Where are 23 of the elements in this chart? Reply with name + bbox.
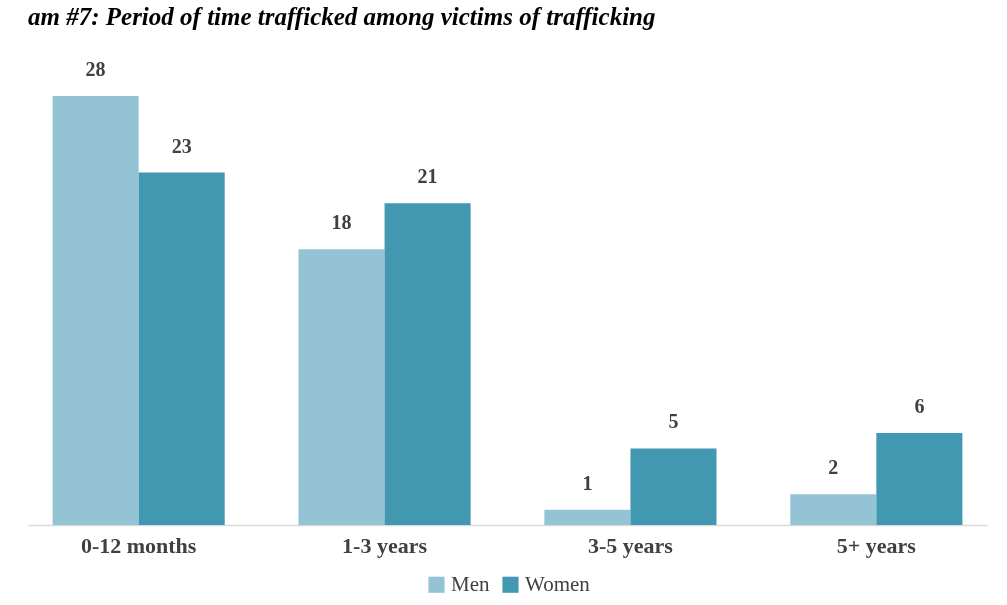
bar	[384, 203, 471, 525]
bar	[630, 448, 717, 525]
data-label: 1	[582, 471, 593, 494]
bar	[52, 96, 139, 525]
bar	[298, 249, 385, 525]
x-tick-label: 3-5 years	[587, 532, 674, 558]
data-label: 18	[331, 211, 352, 234]
legend-label: Women	[525, 571, 591, 596]
data-label: 23	[171, 134, 192, 157]
x-tick-label: 5+ years	[836, 532, 917, 558]
bar	[138, 172, 225, 525]
chart-title: am #7: Period of time trafficked among victims of trafficking	[28, 3, 656, 30]
x-tick-label: 1-3 years	[342, 532, 428, 558]
data-label: 21	[417, 165, 438, 188]
data-label: 28	[85, 58, 106, 80]
data-label: 2	[828, 456, 839, 479]
data-label: 5	[668, 410, 679, 433]
legend-label: Men	[451, 571, 490, 596]
bar	[876, 433, 963, 525]
data-label: 6	[914, 395, 925, 418]
bar	[790, 494, 877, 525]
x-tick-label: 0-12 months	[80, 532, 197, 558]
bar	[544, 509, 631, 525]
